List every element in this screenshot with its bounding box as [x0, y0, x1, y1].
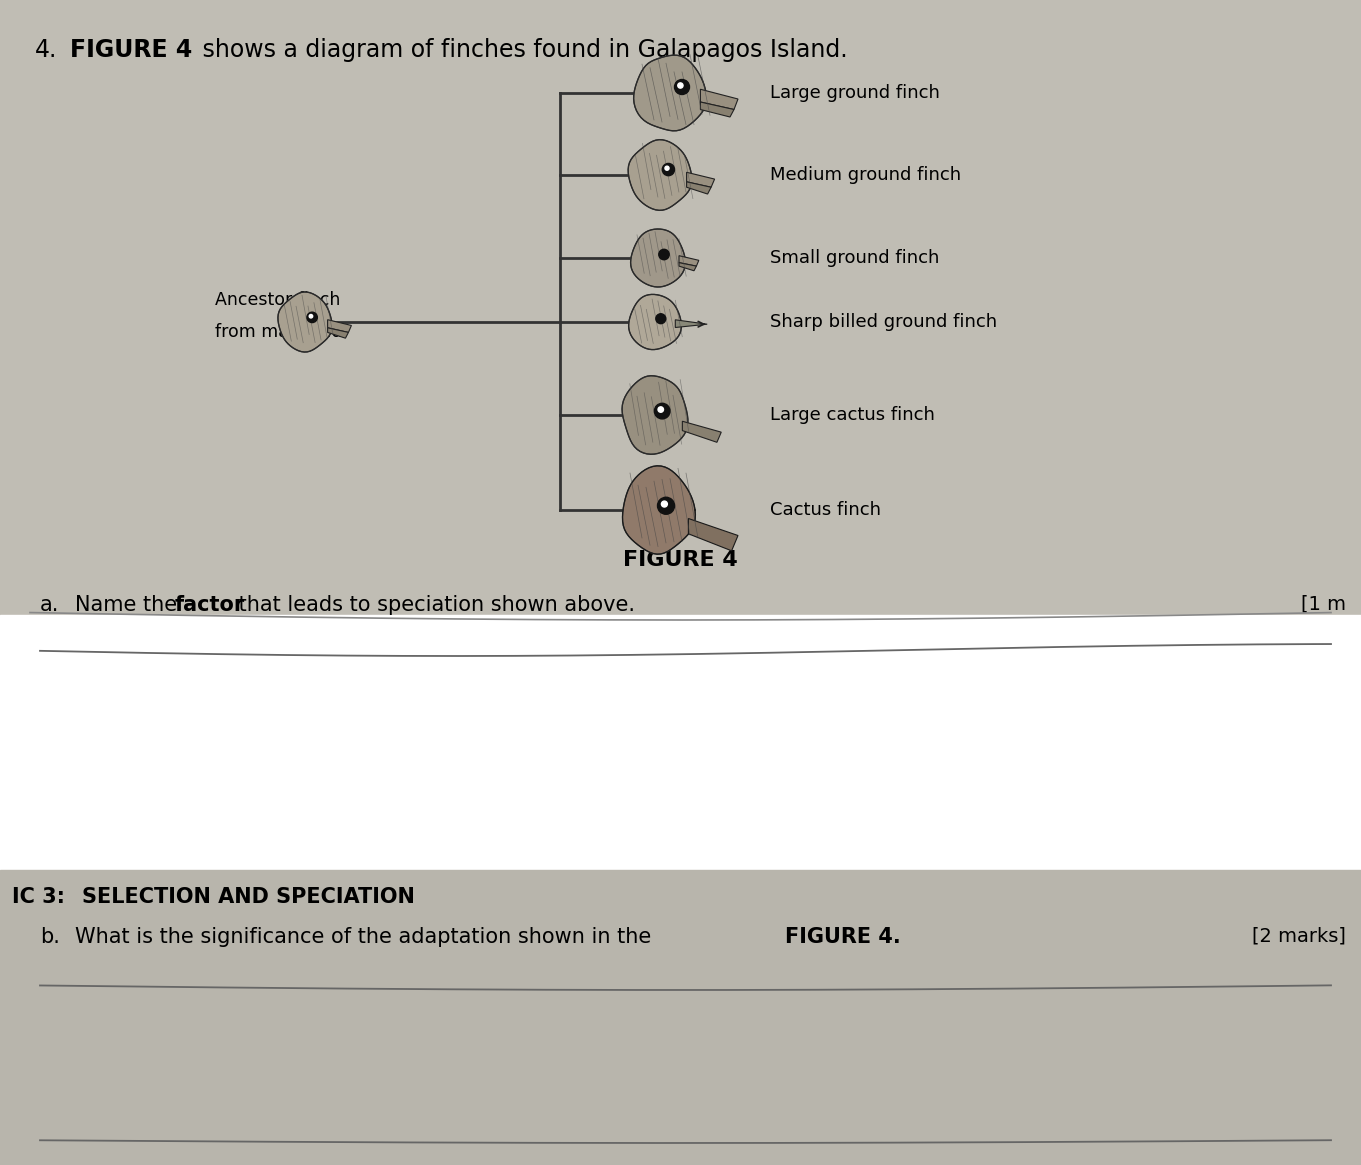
Polygon shape — [689, 518, 738, 551]
Circle shape — [666, 167, 670, 170]
Text: SELECTION AND SPECIATION: SELECTION AND SPECIATION — [82, 887, 415, 908]
Polygon shape — [629, 140, 691, 211]
Circle shape — [675, 79, 690, 94]
Circle shape — [657, 497, 675, 514]
Text: FIGURE 4: FIGURE 4 — [69, 38, 192, 62]
Circle shape — [659, 249, 670, 260]
Text: Large ground finch: Large ground finch — [770, 84, 940, 103]
Text: Cactus finch: Cactus finch — [770, 501, 881, 518]
Bar — [0, 615, 1361, 870]
Polygon shape — [629, 295, 682, 350]
Polygon shape — [682, 422, 721, 443]
Circle shape — [655, 403, 670, 419]
Polygon shape — [686, 182, 710, 195]
Polygon shape — [622, 376, 687, 454]
Circle shape — [308, 312, 317, 323]
Polygon shape — [278, 292, 332, 352]
Polygon shape — [630, 230, 686, 287]
Polygon shape — [686, 172, 715, 188]
Text: What is the significance of the adaptation shown in the: What is the significance of the adaptati… — [75, 927, 657, 947]
Text: a.: a. — [39, 595, 60, 615]
Polygon shape — [622, 466, 695, 555]
Polygon shape — [679, 262, 697, 270]
Circle shape — [657, 407, 664, 412]
Text: shows a diagram of finches found in Galapagos Island.: shows a diagram of finches found in Gala… — [195, 38, 848, 62]
Text: Large cactus finch: Large cactus finch — [770, 405, 935, 424]
Text: that leads to speciation shown above.: that leads to speciation shown above. — [231, 595, 636, 615]
Text: Name the: Name the — [75, 595, 184, 615]
Polygon shape — [328, 327, 348, 338]
Polygon shape — [328, 319, 351, 332]
Bar — [0, 0, 1361, 615]
Polygon shape — [675, 320, 708, 327]
Polygon shape — [634, 55, 706, 130]
Circle shape — [663, 163, 675, 176]
Text: Small ground finch: Small ground finch — [770, 249, 939, 267]
Text: FIGURE 4: FIGURE 4 — [623, 550, 738, 570]
Text: Ancestor finch: Ancestor finch — [215, 291, 340, 309]
Polygon shape — [701, 103, 734, 117]
Text: FIGURE 4.: FIGURE 4. — [785, 927, 901, 947]
Bar — [0, 870, 1361, 1165]
Polygon shape — [679, 255, 698, 266]
Circle shape — [656, 313, 666, 324]
Text: Medium ground finch: Medium ground finch — [770, 165, 961, 184]
Text: b.: b. — [39, 927, 60, 947]
Circle shape — [678, 83, 683, 89]
Text: [1 m: [1 m — [1301, 595, 1346, 614]
Text: from mainland: from mainland — [215, 323, 343, 341]
Text: [2 marks]: [2 marks] — [1252, 927, 1346, 946]
Text: 4.: 4. — [35, 38, 57, 62]
Polygon shape — [701, 90, 738, 110]
Text: IC 3:: IC 3: — [12, 887, 72, 908]
Text: factor: factor — [176, 595, 245, 615]
Circle shape — [309, 315, 313, 318]
Text: Sharp billed ground finch: Sharp billed ground finch — [770, 313, 998, 331]
Circle shape — [661, 501, 667, 507]
